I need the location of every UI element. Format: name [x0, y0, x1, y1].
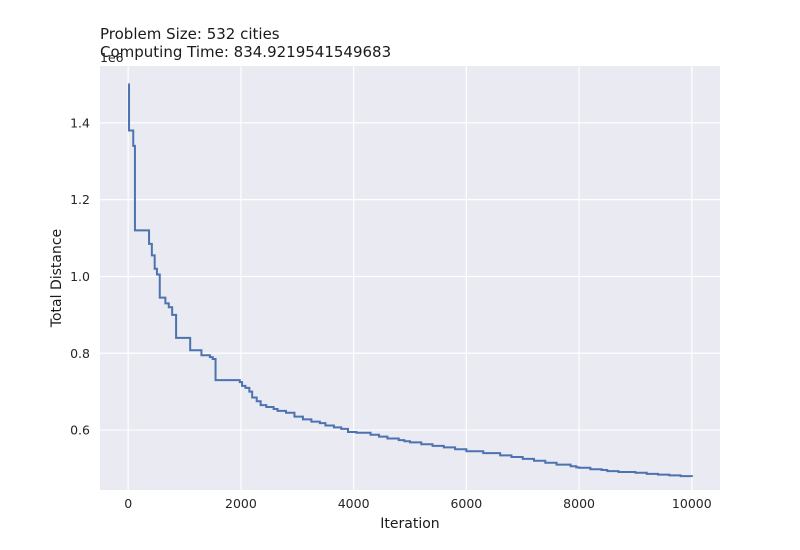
x-tick-label: 8000 — [563, 496, 595, 511]
y-tick-label: 0.8 — [70, 346, 90, 361]
y-tick-label: 1.4 — [70, 115, 90, 130]
y-tick-label: 1.0 — [70, 269, 90, 284]
x-tick-label: 2000 — [225, 496, 257, 511]
x-axis-label: Iteration — [380, 516, 439, 532]
y-axis-label: Total Distance — [49, 229, 65, 328]
axis-ticks: 0 2000 4000 6000 8000 10000 0.6 0.8 1.0 1.2 1.4 — [70, 115, 712, 511]
plot-area — [100, 66, 720, 490]
y-tick-label: 0.6 — [70, 423, 90, 438]
chart-title-line-1: Problem Size: 532 cities — [100, 25, 280, 43]
y-axis-offset-label: 1e6 — [100, 50, 124, 65]
x-tick-label: 6000 — [450, 496, 482, 511]
series-group — [128, 83, 693, 478]
series-line — [128, 83, 693, 478]
x-tick-label: 10000 — [672, 496, 712, 511]
x-tick-label: 0 — [124, 496, 132, 511]
y-tick-label: 1.2 — [70, 192, 90, 207]
grid-lines — [100, 66, 720, 490]
chart-title-line-2: Computing Time: 834.9219541549683 — [100, 43, 392, 61]
x-tick-label: 4000 — [338, 496, 370, 511]
